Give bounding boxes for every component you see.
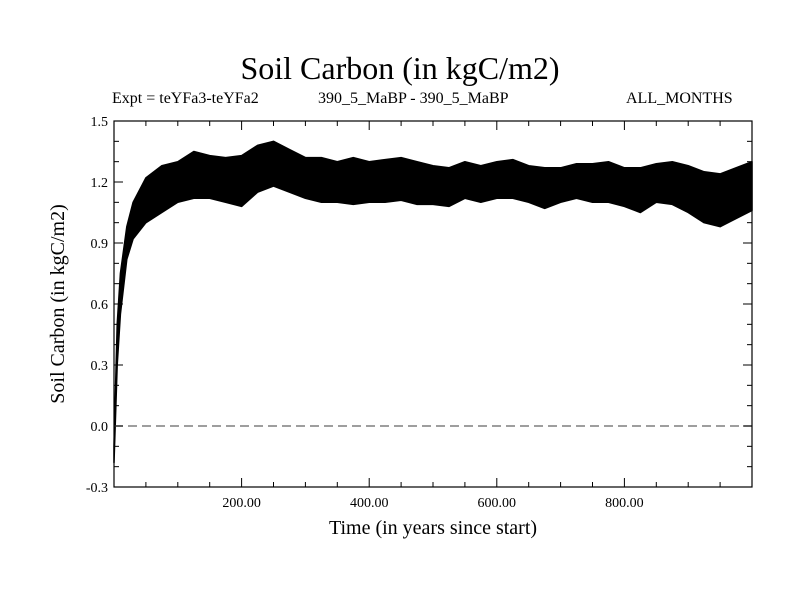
y-tick-label: 0.0 bbox=[91, 420, 109, 435]
months-label: ALL_MONTHS bbox=[626, 90, 733, 107]
y-tick-label: -0.3 bbox=[86, 481, 108, 496]
period-label: 390_5_MaBP - 390_5_MaBP bbox=[318, 90, 509, 107]
y-tick-label: 0.3 bbox=[91, 359, 109, 374]
experiment-label: Expt = teYFa3-teYFa2 bbox=[112, 90, 259, 107]
x-tick-label: 200.00 bbox=[222, 496, 261, 511]
y-axis-label: Soil Carbon (in kgC/m2) bbox=[47, 204, 69, 403]
y-tick-label: 1.5 bbox=[91, 115, 109, 130]
x-tick-label: 400.00 bbox=[350, 496, 389, 511]
x-tick-label: 600.00 bbox=[478, 496, 517, 511]
ticks-layer: -0.3 0.0 0.3 0.6 0.9 1.2 1.5 200.00 400.00 600.00… bbox=[86, 115, 752, 511]
x-axis-label: Time (in years since start) bbox=[329, 517, 537, 539]
y-tick-label: 1.2 bbox=[91, 176, 109, 191]
series-band bbox=[113, 140, 753, 464]
chart-title: Soil Carbon (in kgC/m2) bbox=[240, 50, 560, 86]
x-tick-label: 800.00 bbox=[605, 496, 644, 511]
y-tick-label: 0.6 bbox=[91, 298, 109, 313]
series-layer bbox=[113, 140, 753, 464]
y-tick-label: 0.9 bbox=[91, 237, 109, 252]
